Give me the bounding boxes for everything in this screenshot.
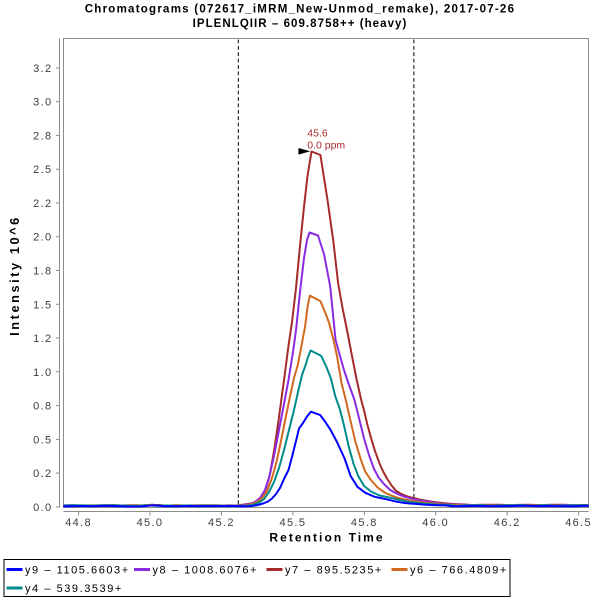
- svg-text:Chromatograms (072617_iMRM_New: Chromatograms (072617_iMRM_New-Unmod_rem…: [85, 4, 515, 16]
- svg-text:2.2: 2.2: [33, 198, 52, 210]
- svg-text:45.8: 45.8: [351, 517, 378, 529]
- svg-text:3.2: 3.2: [33, 63, 52, 75]
- svg-text:1.8: 1.8: [33, 266, 52, 278]
- svg-text:y7 – 895.5235+: y7 – 895.5235+: [285, 565, 383, 577]
- svg-text:y9 – 1105.6603+: y9 – 1105.6603+: [25, 565, 130, 577]
- svg-text:1.5: 1.5: [33, 299, 52, 311]
- svg-text:2.8: 2.8: [33, 130, 52, 142]
- svg-text:0.5: 0.5: [33, 434, 52, 446]
- svg-text:y4 – 539.3539+: y4 – 539.3539+: [25, 583, 123, 595]
- svg-text:45.2: 45.2: [208, 517, 235, 529]
- svg-text:3.0: 3.0: [33, 97, 52, 109]
- svg-text:y6 – 766.4809+: y6 – 766.4809+: [410, 565, 508, 577]
- svg-text:Intensity 10^6: Intensity 10^6: [7, 215, 22, 336]
- svg-text:46.5: 46.5: [565, 517, 592, 529]
- svg-text:45.0: 45.0: [137, 517, 164, 529]
- svg-text:0.0: 0.0: [33, 502, 52, 514]
- svg-text:46.0: 46.0: [422, 517, 449, 529]
- svg-text:46.2: 46.2: [494, 517, 521, 529]
- svg-text:1.0: 1.0: [33, 367, 52, 379]
- svg-text:45.5: 45.5: [279, 517, 306, 529]
- svg-text:y8 – 1008.6076+: y8 – 1008.6076+: [153, 565, 259, 577]
- svg-text:2.0: 2.0: [33, 232, 52, 244]
- svg-text:0.8: 0.8: [33, 401, 52, 413]
- svg-text:44.8: 44.8: [65, 517, 92, 529]
- svg-text:Retention Time: Retention Time: [269, 530, 384, 544]
- svg-text:IPLENLQIIR – 609.8758++ (heavy: IPLENLQIIR – 609.8758++ (heavy): [193, 18, 408, 30]
- svg-text:2.5: 2.5: [33, 164, 52, 176]
- svg-text:45.6: 45.6: [307, 128, 328, 140]
- svg-text:0.2: 0.2: [33, 468, 52, 480]
- svg-text:0.0 ppm: 0.0 ppm: [307, 139, 345, 151]
- svg-text:1.2: 1.2: [33, 333, 52, 345]
